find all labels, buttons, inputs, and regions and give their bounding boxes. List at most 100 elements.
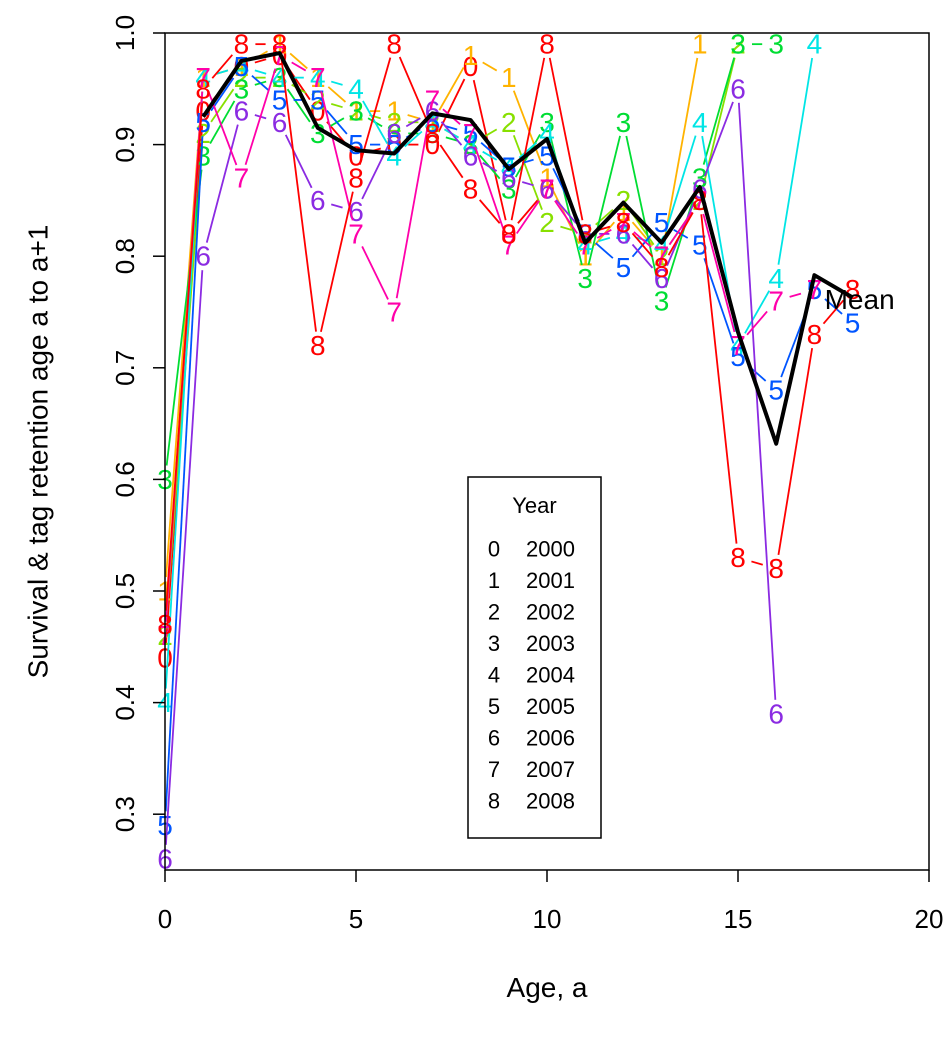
series-2008-point-12: 8 bbox=[616, 207, 632, 238]
series-2004-segment-15 bbox=[744, 290, 771, 334]
y-tick-label-2: 0.5 bbox=[110, 573, 140, 609]
series-2006-point-1: 6 bbox=[195, 241, 211, 272]
series-2002-point-8: 2 bbox=[463, 129, 479, 160]
series-2008-segment-10 bbox=[548, 57, 584, 221]
series-2004-point-8: 4 bbox=[463, 129, 479, 160]
legend-title: Year bbox=[512, 493, 556, 518]
series-2007-point-5: 7 bbox=[348, 218, 364, 249]
series-2003-point-15: 3 bbox=[730, 29, 746, 60]
series-2003-point-9: 3 bbox=[501, 174, 517, 205]
series-2006-segment-14 bbox=[703, 101, 734, 177]
series-2007-segment-6 bbox=[395, 113, 431, 299]
series-2007-segment-4 bbox=[320, 91, 354, 221]
legend-label-2001: 2001 bbox=[526, 568, 575, 593]
series-2005-point-11: 5 bbox=[577, 218, 593, 249]
series-2003-point-13: 3 bbox=[654, 285, 670, 316]
series-2008-point-10: 8 bbox=[539, 29, 555, 60]
mean-layer: Mean bbox=[201, 51, 895, 446]
series-2001-segment-9 bbox=[512, 90, 543, 166]
series-2003-segment-0 bbox=[165, 169, 203, 466]
series-2005-point-18: 5 bbox=[845, 308, 861, 339]
series-2008-segment-7 bbox=[439, 144, 464, 179]
series-2007-segment-15 bbox=[746, 310, 768, 336]
series-2006-segment-0 bbox=[164, 270, 204, 845]
legend-symbol-2008: 8 bbox=[488, 789, 500, 814]
x-axis-label: Age, a bbox=[507, 972, 588, 1003]
series-2001-point-12: 1 bbox=[616, 196, 632, 227]
series-2007-segment-2 bbox=[244, 68, 277, 165]
series-2004-segment-4 bbox=[330, 80, 343, 86]
series-2007-point-1: 7 bbox=[195, 62, 211, 93]
x-tick-label-1: 5 bbox=[349, 904, 363, 934]
series-2004-segment-9 bbox=[518, 141, 538, 159]
series-2005-point-3: 5 bbox=[272, 84, 288, 115]
series-2003-segment-1 bbox=[209, 100, 236, 145]
series-2006-point-10: 6 bbox=[539, 174, 555, 205]
legend-label-2000: 2000 bbox=[526, 537, 575, 562]
series-2003-segment-7 bbox=[445, 136, 458, 142]
series-2001-segment-4 bbox=[327, 86, 347, 103]
series-2002-segment-10 bbox=[560, 225, 573, 231]
series-2004-segment-11 bbox=[598, 236, 611, 242]
series-2002-segment-9 bbox=[512, 135, 543, 210]
series-2003-point-5: 3 bbox=[348, 96, 364, 127]
series-2008-point-6: 8 bbox=[386, 29, 402, 60]
series-2002-point-10: 2 bbox=[539, 207, 555, 238]
series-2001-point-8: 1 bbox=[463, 40, 479, 71]
series-2008-point-7: 8 bbox=[425, 118, 441, 149]
series-2003-segment-14 bbox=[702, 57, 736, 165]
series-2008-segment-6 bbox=[398, 56, 428, 121]
series-2007-point-2: 7 bbox=[234, 163, 250, 194]
series-2007-point-9: 7 bbox=[501, 230, 517, 261]
series-2001-point-6: 1 bbox=[386, 96, 402, 127]
series-2008-point-13: 8 bbox=[654, 252, 670, 283]
legend-label-2008: 2008 bbox=[526, 789, 575, 814]
series-2006-segment-6 bbox=[405, 117, 421, 128]
series-2007-segment-3 bbox=[291, 61, 307, 72]
mean-line bbox=[201, 51, 854, 446]
x-tick-label-3: 15 bbox=[724, 904, 753, 934]
series-2007-point-6: 7 bbox=[386, 297, 402, 328]
series-2007-point-7: 7 bbox=[425, 84, 441, 115]
legend-symbol-2007: 7 bbox=[488, 757, 500, 782]
series-2008-point-15: 8 bbox=[730, 542, 746, 573]
series-2002-point-6: 2 bbox=[386, 107, 402, 138]
series-2004-segment-13 bbox=[664, 135, 697, 232]
series-2005-point-5: 5 bbox=[348, 129, 364, 160]
legend-symbol-2003: 3 bbox=[488, 631, 500, 656]
series-2004-point-5: 4 bbox=[348, 73, 364, 104]
series-2004-segment-2 bbox=[254, 69, 267, 75]
series-2006-point-9: 6 bbox=[501, 163, 517, 194]
series-2007-point-10: 7 bbox=[539, 174, 555, 205]
legend-symbol-2004: 4 bbox=[488, 663, 500, 688]
series-2006-point-6: 6 bbox=[386, 118, 402, 149]
series-2008-point-17: 8 bbox=[807, 319, 823, 350]
series-2004-segment-5 bbox=[362, 100, 389, 145]
series-2007-segment-10 bbox=[554, 200, 579, 234]
series-2005-segment-7 bbox=[445, 125, 458, 131]
series-2003-point-2: 3 bbox=[234, 73, 250, 104]
series-2006-segment-1 bbox=[205, 124, 239, 243]
series-2006-segment-3 bbox=[284, 134, 313, 189]
series-2006-segment-8 bbox=[482, 162, 498, 172]
series-2002-point-5: 2 bbox=[348, 96, 364, 127]
mean-label: Mean bbox=[825, 284, 895, 315]
series-2005-segment-14 bbox=[703, 257, 735, 344]
series-2008-point-4: 8 bbox=[310, 330, 326, 361]
series-2001-point-4: 1 bbox=[310, 62, 326, 93]
series-2001-point-10: 1 bbox=[539, 163, 555, 194]
series-2001-segment-6 bbox=[407, 114, 420, 120]
series-2007-segment-12 bbox=[633, 231, 652, 248]
series-2002-segment-1 bbox=[210, 88, 235, 123]
series-2007-segment-16 bbox=[789, 292, 802, 298]
series-2008-segment-9 bbox=[510, 57, 546, 221]
series-2001-point-9: 1 bbox=[501, 62, 517, 93]
series-2008-segment-3 bbox=[280, 57, 317, 332]
series-2002-segment-4 bbox=[330, 103, 343, 109]
series-2000-segment-2 bbox=[254, 58, 267, 64]
series-2001-point-14: 1 bbox=[692, 29, 708, 60]
series-2004-point-4: 4 bbox=[310, 62, 326, 93]
series-2005-segment-9 bbox=[521, 158, 534, 164]
series-2004-segment-6 bbox=[404, 130, 423, 148]
